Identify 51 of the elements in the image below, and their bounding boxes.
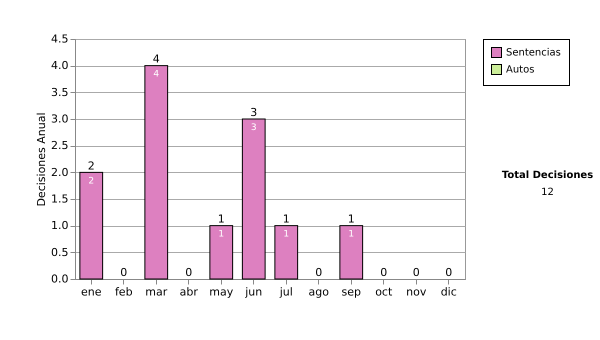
x-tick-label: sep — [342, 286, 362, 298]
y-tick-label: 1.0 — [51, 219, 68, 232]
x-tick-label: oct — [375, 286, 393, 298]
text: 12 — [540, 187, 555, 198]
total-label: 0 — [120, 266, 128, 279]
data-label: 3 — [250, 123, 257, 133]
total-label: 4 — [152, 52, 160, 66]
total-label: 0 — [412, 266, 420, 279]
x-tick-label: may — [209, 286, 234, 298]
y-tick-label: 4.5 — [51, 32, 68, 46]
data-label: 1 — [283, 230, 290, 240]
x-tick-label: ene — [80, 286, 102, 298]
y-tick-label: 4.0 — [51, 59, 68, 72]
y-tick-label: 0.0 — [51, 272, 68, 286]
bar — [79, 172, 104, 280]
x-tick-label: abr — [180, 286, 198, 298]
data-label: 4 — [153, 70, 160, 80]
legend-label: Sentencias — [506, 48, 561, 58]
total-label: 0 — [445, 266, 452, 279]
data-label: 1 — [348, 230, 354, 240]
total-label: 0 — [380, 266, 388, 279]
total-label: 0 — [185, 266, 192, 279]
x-tick-label: feb — [114, 286, 133, 298]
total-label: 3 — [250, 106, 258, 119]
total-label: 1 — [348, 212, 355, 226]
x-tick-label: dic — [440, 286, 457, 298]
x-tick-label: ago — [308, 286, 330, 298]
y-tick-label: 3.0 — [51, 112, 68, 126]
x-tick-label: mar — [145, 286, 168, 298]
bar — [274, 225, 298, 280]
bar — [339, 225, 364, 280]
y-tick-label: 3.5 — [51, 86, 68, 99]
total-label: 1 — [282, 212, 290, 226]
total-label: 1 — [218, 212, 225, 226]
x-tick-label: jun — [244, 286, 262, 298]
y-tick-label: 2.5 — [51, 139, 68, 152]
y-tick-label: 1.5 — [51, 192, 68, 206]
x-tick-label: nov — [406, 286, 427, 298]
x-tick-label: jul — [278, 286, 293, 298]
text: Total Decisiones — [500, 170, 594, 181]
data-label: 2 — [88, 176, 94, 186]
bar — [242, 118, 266, 280]
total-label: 0 — [315, 266, 322, 279]
bar — [209, 225, 234, 280]
total-label: 2 — [88, 159, 95, 172]
y-tick-label: 2.0 — [51, 166, 68, 179]
data-label: 1 — [218, 230, 224, 240]
bar — [144, 65, 168, 280]
y-tick-label: 0.5 — [51, 246, 68, 259]
legend-label: Autos — [506, 64, 534, 76]
y-axis-title: Decisiones Anual — [35, 112, 48, 207]
